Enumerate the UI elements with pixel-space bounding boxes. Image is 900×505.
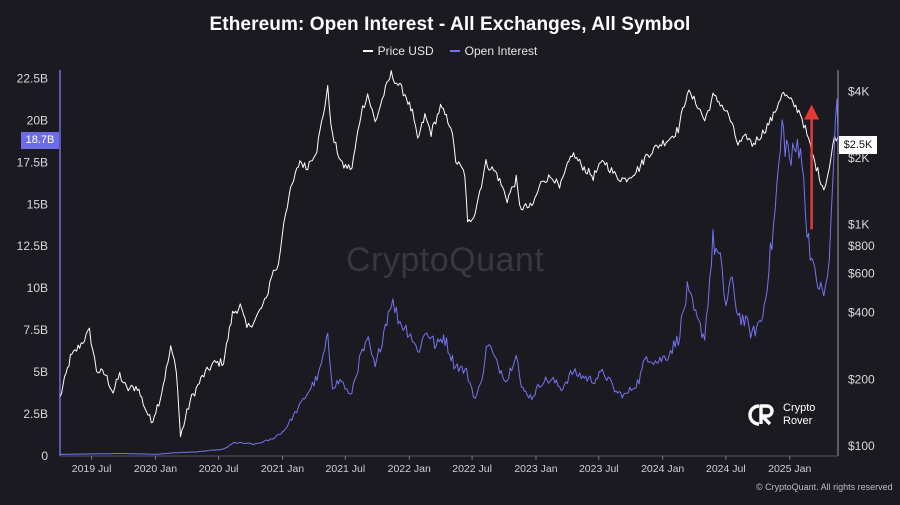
- legend-label-open-interest: Open Interest: [464, 44, 538, 58]
- legend-item-price[interactable]: Price USD: [362, 44, 434, 58]
- legend: Price USD Open Interest: [0, 44, 900, 58]
- right-y-tick-label: $600: [848, 267, 875, 281]
- legend-label-price: Price USD: [377, 44, 434, 58]
- chart-title: Ethereum: Open Interest - All Exchanges,…: [209, 14, 691, 35]
- y-tick-label: 12.5B: [17, 239, 48, 253]
- x-tick-label: 2024 Jan: [641, 463, 684, 475]
- open-interest-line: [59, 98, 839, 455]
- y-tick-label: 2.5B: [23, 407, 48, 421]
- crypto-rover-line1: Crypto: [783, 402, 816, 414]
- crypto-rover-text: Crypto Rover: [783, 402, 815, 428]
- series-lines: [59, 70, 839, 455]
- x-tick-label: 2022 Jul: [452, 463, 492, 475]
- x-tick-label: 2019 Jul: [72, 463, 112, 475]
- y-tick-label: 7.5B: [23, 323, 48, 337]
- x-tick-label: 2021 Jan: [261, 463, 304, 475]
- y-tick-label: 20B: [27, 113, 48, 127]
- y-tick-label: 22.5B: [17, 71, 48, 85]
- crypto-rover-line2: Rover: [783, 415, 813, 427]
- y-tick-label: 5B: [33, 365, 48, 379]
- y-tick-label: 10B: [27, 281, 48, 295]
- x-tick-label: 2020 Jan: [134, 463, 177, 475]
- y-tick-label: 15B: [27, 197, 48, 211]
- right-y-tick-label: $800: [848, 239, 875, 253]
- x-tick-label: 2023 Jul: [579, 463, 619, 475]
- legend-swatch-price: [362, 50, 373, 52]
- tick-labels: 0 2.5B 5B 7.5B 10B 12.5B 15B 17.5B 20B 22.5B $100 $…: [17, 71, 875, 475]
- right-y-tick-label: $100: [848, 439, 875, 453]
- right-y-tick-label: $200: [848, 372, 875, 386]
- y-tick-label: 0: [41, 449, 48, 463]
- right-y-tick-label: $400: [848, 306, 875, 320]
- price-current-badge: $2.5K: [839, 136, 877, 154]
- right-y-tick-label: $1K: [848, 218, 869, 232]
- open-interest-current-badge: 18.7B: [21, 132, 59, 149]
- y-tick-label: 17.5B: [17, 155, 48, 169]
- x-tick-label: 2025 Jan: [768, 463, 811, 475]
- x-tick-label: 2021 Jul: [326, 463, 366, 475]
- x-tick-label: 2024 Jul: [706, 463, 746, 475]
- x-tick-label: 2020 Jul: [199, 463, 239, 475]
- x-tick-label: 2023 Jan: [514, 463, 557, 475]
- crypto-rover-icon: [748, 404, 774, 426]
- x-tick-label: 2022 Jan: [388, 463, 431, 475]
- legend-swatch-open-interest: [449, 50, 460, 52]
- right-y-tick-label: $2K: [848, 151, 869, 165]
- right-y-tick-label: $4K: [848, 84, 869, 98]
- price-usd-line: [59, 70, 839, 438]
- copyright: © CryptoQuant. All rights reserved: [756, 482, 893, 492]
- legend-item-open-interest[interactable]: Open Interest: [449, 44, 538, 58]
- crypto-rover-logo: Crypto Rover: [746, 402, 815, 428]
